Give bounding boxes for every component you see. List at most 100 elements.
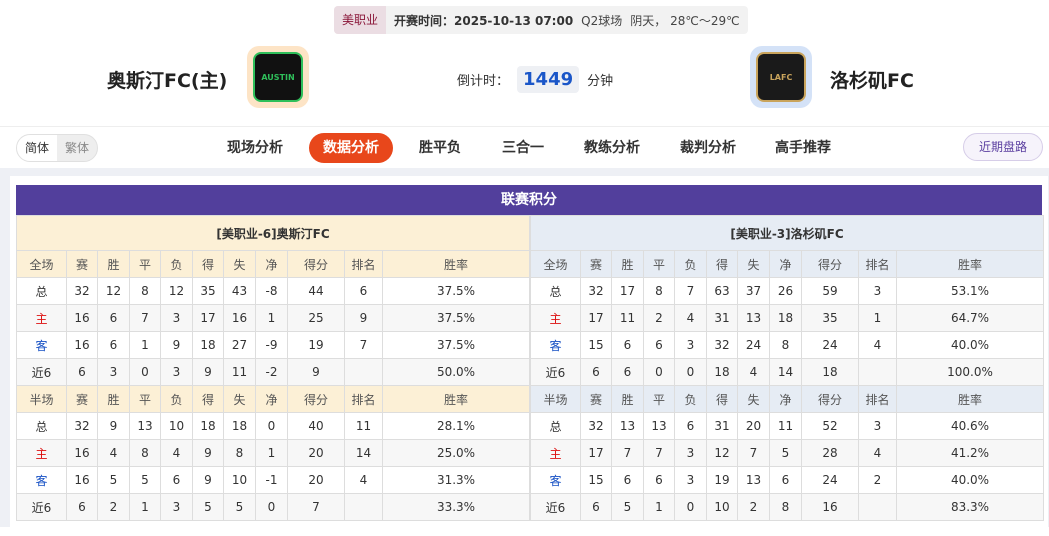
tab-coach-analysis[interactable]: 教练分析 [584,140,640,156]
team-rank-name[interactable]: [美职业-6]奥斯汀FC [15,215,531,251]
cell: 35 [192,277,224,305]
cell: 41.2% [895,439,1045,467]
kickoff-label: 开赛时间： [394,13,455,28]
table-row: 客 16 5 5 6 9 10 -1 20 4 31.3% [16,466,531,494]
cell: 9 [344,304,383,332]
row-label: 近6 [530,358,581,386]
row-label: 客 [16,331,67,359]
cell: 28 [801,439,859,467]
column-header: 平 [643,250,675,278]
row-label: 主 [530,439,581,467]
column-header: 负 [160,385,193,413]
cell: 1 [255,439,288,467]
cell [344,493,383,521]
cell: 5 [611,493,644,521]
cell: 3 [674,331,707,359]
tab-live-analysis[interactable]: 现场分析 [227,140,283,156]
table-row: 近6 6 3 0 3 9 11 -2 9 50.0% [16,358,531,386]
column-header: 平 [129,385,161,413]
table-row: 总 32 17 8 7 63 37 26 59 3 53.1% [530,277,1045,305]
cell: 6 [160,466,193,494]
table-row: 近6 6 5 1 0 10 2 8 16 83.3% [530,493,1045,521]
column-header: 失 [223,385,256,413]
cell: 0 [255,493,288,521]
cell: 24 [801,331,859,359]
cell: 10 [160,412,193,440]
cell: 12 [97,277,130,305]
column-header: 负 [160,250,193,278]
column-header: 胜率 [895,250,1045,278]
cell: 50.0% [381,358,531,386]
cell: 4 [160,439,193,467]
cell: 6 [611,331,644,359]
cell: 37.5% [381,331,531,359]
cell: 6 [66,493,98,521]
cell: 32 [580,412,612,440]
row-label: 主 [530,304,581,332]
column-header: 胜率 [895,385,1045,413]
table-row: 近6 6 6 0 0 18 4 14 18 100.0% [530,358,1045,386]
cell: 27 [223,331,256,359]
cell: 0 [674,493,707,521]
section-label: 全场 [530,250,581,278]
countdown-label: 倒计时： [457,74,510,89]
team-rank-name[interactable]: [美职业-3]洛杉矶FC [529,215,1045,251]
lang-traditional[interactable]: 繁体 [65,141,90,155]
home-team-name[interactable]: 奥斯汀FC(主) [107,70,228,92]
column-header: 排名 [858,250,897,278]
table-row: 客 15 6 6 3 19 13 6 24 2 40.0% [530,466,1045,494]
cell: 18 [223,412,256,440]
cell: 18 [801,358,859,386]
column-header: 胜 [611,250,644,278]
away-team-logo[interactable]: LAFC [750,46,812,108]
row-label: 主 [16,304,67,332]
tab-data-analysis[interactable]: 数据分析 [309,133,393,163]
cell: 17 [580,439,612,467]
row-label: 近6 [16,358,67,386]
cell: 0 [255,412,288,440]
cell: -9 [255,331,288,359]
tab-three-in-one[interactable]: 三合一 [502,140,544,156]
column-header: 平 [643,385,675,413]
cell: 18 [706,358,738,386]
cell: 7 [674,277,707,305]
cell: 3 [858,277,897,305]
cell: 40 [287,412,345,440]
league-badge[interactable]: 美职业 [334,6,387,34]
column-header: 得 [706,385,738,413]
cell: 11 [344,412,383,440]
cell: 2 [97,493,130,521]
tab-expert-picks[interactable]: 高手推荐 [775,140,831,156]
cell [344,358,383,386]
cell: 37.5% [381,304,531,332]
home-team-logo[interactable]: AUSTIN [247,46,309,108]
column-header: 胜率 [381,385,531,413]
cell: 44 [287,277,345,305]
recent-handicap-button[interactable]: 近期盘路 [963,133,1044,161]
away-team-name[interactable]: 洛杉矶FC [830,70,914,92]
cell: 40.6% [895,412,1045,440]
cell: 16 [66,466,98,494]
cell: 20 [737,412,770,440]
cell: 8 [643,277,675,305]
table-row: 近6 6 2 1 3 5 5 0 7 33.3% [16,493,531,521]
cell: 1 [129,331,161,359]
cell: 13 [737,304,770,332]
row-label: 总 [16,277,67,305]
column-header: 排名 [858,385,897,413]
cell: 18 [192,412,224,440]
lang-simplified[interactable]: 简体 [17,135,58,161]
tab-win-draw-loss[interactable]: 胜平负 [419,140,461,156]
row-label: 客 [530,466,581,494]
column-header: 赛 [66,385,98,413]
row-label: 总 [530,277,581,305]
tab-referee-analysis[interactable]: 裁判分析 [680,140,736,156]
column-header: 得分 [287,250,345,278]
cell: 5 [97,466,130,494]
cell: 52 [801,412,859,440]
cell: 33.3% [381,493,531,521]
cell: 6 [580,358,612,386]
row-label: 近6 [530,493,581,521]
column-header: 失 [223,250,256,278]
cell: 9 [160,331,193,359]
